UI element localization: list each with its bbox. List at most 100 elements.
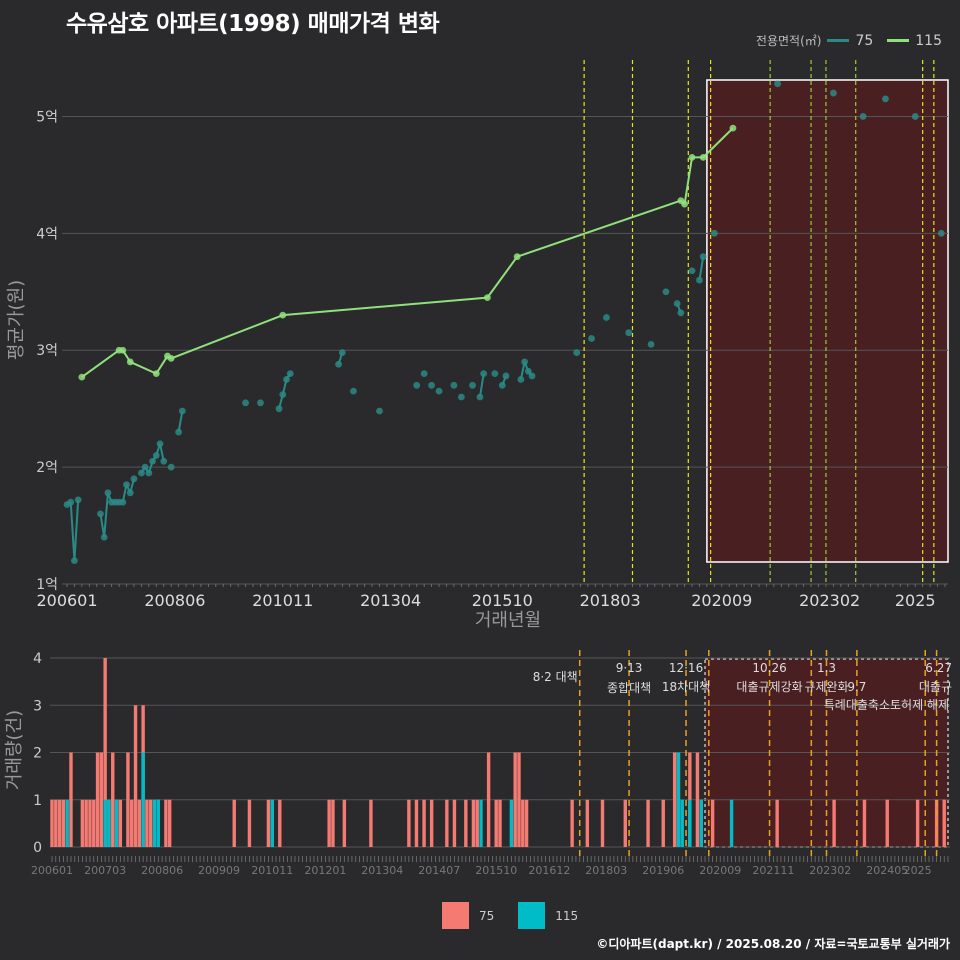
top-y-tick-label: 4억 — [36, 226, 58, 242]
series-75-point — [152, 452, 160, 459]
series-75-point — [286, 370, 294, 377]
top-x-tick-label: 202302 — [799, 591, 860, 610]
event-label: 10.26 — [752, 661, 786, 675]
bar-75 — [111, 752, 115, 847]
bar-75 — [942, 799, 946, 847]
series-75-point — [435, 387, 443, 395]
bar-75 — [118, 799, 123, 847]
bar-75 — [61, 799, 66, 847]
series-75-segment — [177, 410, 184, 433]
bar-75 — [69, 752, 73, 847]
bar-115 — [65, 799, 69, 847]
series-115-segment — [282, 296, 488, 317]
series-75-point — [257, 399, 264, 407]
bar-115 — [688, 799, 692, 847]
series-115-segment — [81, 349, 120, 378]
bottom-x-tick-label: 202405 — [866, 864, 908, 877]
series-75-segment — [478, 373, 485, 398]
highlight-box-top — [706, 79, 949, 563]
bar-115 — [103, 799, 107, 847]
series-115-point — [699, 153, 707, 161]
bar-75 — [486, 752, 491, 847]
bar-115 — [699, 799, 703, 847]
series-75-point — [588, 335, 595, 342]
legend-bar-115-label: 115 — [555, 908, 579, 923]
series-75-point — [126, 489, 134, 497]
series-115-point — [681, 200, 688, 208]
series-75-point — [457, 393, 465, 401]
top-y-tick-label: 2억 — [36, 460, 58, 476]
legend-bar-75-swatch — [442, 902, 469, 929]
series-115-point — [483, 294, 491, 302]
bar-115 — [107, 799, 111, 847]
bar-75 — [84, 799, 88, 847]
bottom-x-tick-label: 200909 — [198, 864, 240, 877]
bar-75 — [369, 799, 373, 847]
series-75-point — [376, 407, 383, 415]
series-75-point — [119, 498, 127, 506]
series-75-point — [130, 475, 138, 483]
bar-75 — [646, 799, 650, 847]
series-75-point — [774, 80, 781, 88]
bottom-x-tick-label: 201407 — [418, 864, 460, 877]
event-label: 1.3 — [817, 661, 836, 675]
bar-75 — [95, 752, 100, 847]
bar-115 — [114, 799, 119, 847]
series-115-segment — [486, 256, 518, 299]
bottom-y-tick-label: 4 — [33, 651, 42, 667]
series-75-point — [428, 381, 435, 389]
bar-115 — [729, 799, 734, 847]
bar-75 — [92, 799, 96, 847]
bar-115 — [479, 799, 483, 847]
series-75-point — [517, 376, 525, 383]
bar-75 — [103, 658, 107, 847]
top-x-tick-label: 200601 — [36, 591, 97, 610]
series-115-segment — [702, 127, 734, 159]
event-sublabel: 토허제 해제 — [890, 698, 949, 712]
series-75-point — [937, 229, 945, 237]
bar-75 — [80, 799, 85, 847]
bar-75 — [862, 799, 867, 847]
bar-75 — [517, 752, 521, 847]
series-75-point — [882, 95, 889, 103]
series-75-point — [167, 463, 175, 471]
series-115-segment — [170, 314, 284, 360]
bar-75 — [661, 799, 665, 847]
bar-75 — [133, 705, 138, 847]
bottom-y-axis-label: 거래량(건) — [4, 710, 25, 790]
bar-75 — [710, 799, 715, 847]
bar-75 — [126, 752, 130, 847]
bar-75 — [464, 799, 468, 847]
bar-75 — [498, 799, 502, 847]
bottom-x-tick-label: 200601 — [31, 864, 73, 877]
bottom-y-tick-label: 2 — [33, 746, 42, 762]
series-75-point — [275, 405, 283, 413]
event-sublabel: 18차대책 — [662, 679, 710, 694]
series-75-point — [104, 489, 112, 497]
series-75-point — [350, 387, 357, 395]
series-75-point — [149, 457, 156, 465]
series-75-point — [242, 399, 249, 407]
series-75-point — [688, 267, 696, 275]
legend-115-swatch — [887, 39, 910, 42]
top-x-tick-label: 2025 — [895, 591, 936, 610]
series-75-point — [100, 533, 108, 541]
series-75-point — [625, 329, 633, 337]
series-75-point — [673, 300, 681, 307]
bar-75 — [137, 799, 142, 847]
bar-115 — [680, 799, 684, 847]
bar-75 — [130, 799, 134, 847]
bar-75 — [266, 799, 271, 847]
series-75-point — [911, 113, 919, 120]
series-75-point — [573, 349, 581, 356]
series-115-point — [279, 311, 287, 319]
bar-115 — [141, 752, 145, 847]
bottom-x-tick-label: 200703 — [84, 864, 126, 877]
legend-bar-115-swatch — [518, 902, 546, 929]
top-y-tick-label: 3억 — [36, 343, 58, 359]
series-75-point — [469, 381, 476, 389]
legend-115-label: 115 — [915, 32, 942, 49]
bar-75 — [494, 799, 498, 847]
series-75-point — [696, 276, 703, 284]
bar-75 — [445, 799, 449, 847]
